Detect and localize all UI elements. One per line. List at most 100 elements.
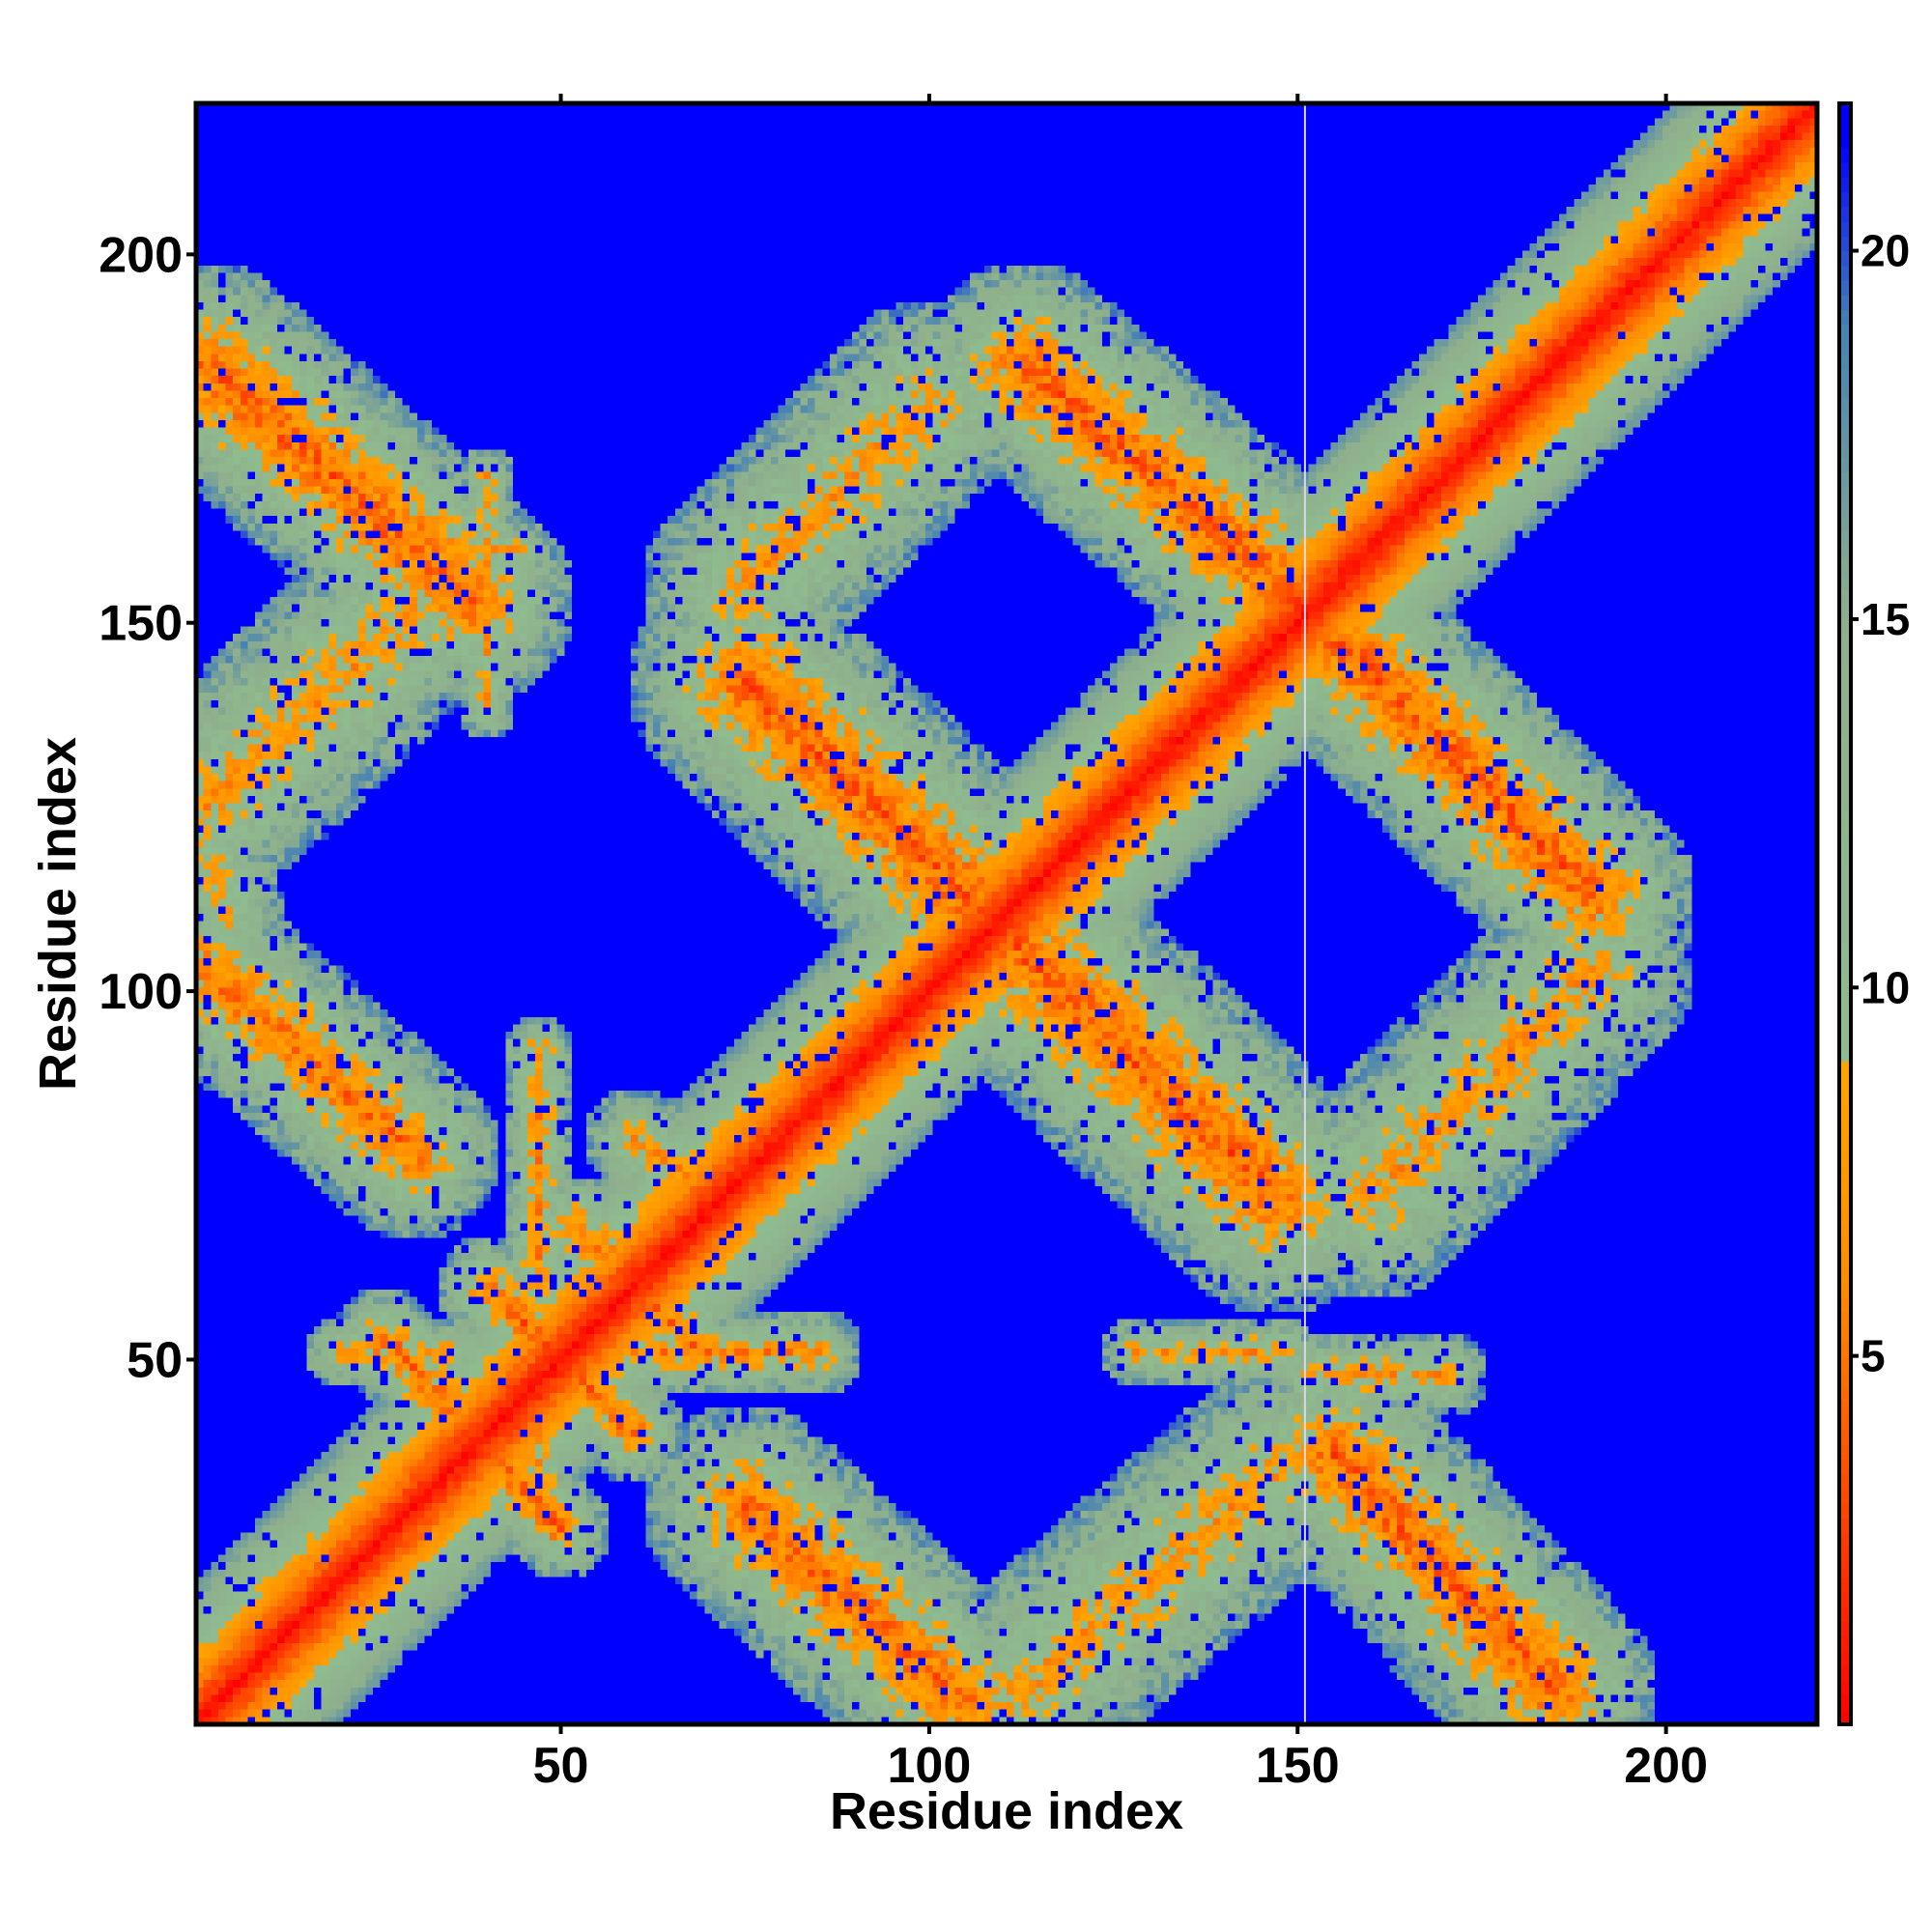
colorbar-segment: [1839, 1016, 1851, 1033]
x-axis-title: Residue index: [830, 1782, 1183, 1840]
x-tick-label: 50: [533, 1738, 589, 1794]
colorbar-tick-label: 5: [1861, 1331, 1886, 1381]
colorbar-segment: [1839, 118, 1851, 134]
colorbar-segment: [1839, 722, 1851, 738]
colorbar-segment: [1839, 575, 1851, 590]
colorbar-segment: [1839, 1208, 1851, 1224]
colorbar-segment: [1839, 825, 1851, 841]
colorbar-segment: [1839, 427, 1851, 443]
colorbar-segment: [1839, 1664, 1851, 1681]
y-tick-label: 100: [99, 964, 183, 1020]
colorbar-segment: [1839, 339, 1851, 355]
colorbar-segment: [1839, 1282, 1851, 1298]
colorbar-segment: [1839, 354, 1851, 370]
colorbar-segment: [1839, 103, 1851, 119]
x-tick-label: 200: [1624, 1738, 1708, 1794]
colorbar-segment: [1839, 663, 1851, 679]
y-axis: 50 100 150 200: [99, 227, 196, 1388]
colorbar-segment: [1839, 221, 1851, 237]
colorbar-segment: [1839, 766, 1851, 782]
colorbar-segment: [1839, 795, 1851, 811]
colorbar-segment: [1839, 943, 1851, 959]
colorbar-segment: [1839, 1400, 1851, 1416]
colorbar-segment: [1839, 987, 1851, 1004]
colorbar-segment: [1839, 1547, 1851, 1563]
colorbar-segment: [1839, 1488, 1851, 1504]
y-tick-label: 150: [99, 596, 183, 652]
colorbar-segment: [1839, 1179, 1851, 1195]
plot-frame: [193, 100, 1820, 1727]
x-tick-label: 100: [888, 1738, 972, 1794]
colorbar-segment: [1839, 1694, 1851, 1711]
colorbar-segment: [1839, 752, 1851, 768]
colorbar-segment: [1839, 839, 1851, 856]
colorbar-segment: [1839, 1621, 1851, 1637]
colorbar-segment: [1839, 516, 1851, 531]
colorbar-segment: [1839, 177, 1851, 193]
colorbar-segment: [1839, 471, 1851, 488]
colorbar-segment: [1839, 457, 1851, 472]
colorbar-segment: [1839, 1002, 1851, 1018]
colorbar-segment: [1839, 398, 1851, 413]
colorbar-segment: [1839, 1046, 1851, 1063]
colorbar-segment: [1839, 914, 1851, 929]
colorbar-segment: [1839, 736, 1851, 753]
colorbar-segment: [1839, 147, 1851, 163]
heatmap-image: [196, 103, 1817, 1724]
colorbar-segment: [1839, 1635, 1851, 1652]
colorbar-segment: [1839, 132, 1851, 149]
colorbar-segment: [1839, 707, 1851, 724]
colorbar-segment: [1839, 500, 1851, 517]
colorbar-segment: [1839, 618, 1851, 635]
colorbar-segment: [1839, 884, 1851, 900]
colorbar-segment: [1839, 1341, 1851, 1357]
colorbar-segment: [1839, 206, 1851, 222]
colorbar-segment: [1839, 1223, 1851, 1239]
colorbar-segment: [1839, 1429, 1851, 1445]
colorbar-segment: [1839, 412, 1851, 429]
colorbar-segment: [1839, 265, 1851, 281]
colorbar-segment: [1839, 973, 1851, 988]
colorbar-segment: [1839, 486, 1851, 502]
colorbar-segment: [1839, 677, 1851, 694]
colorbar-segment: [1839, 854, 1851, 870]
colorbar-segment: [1839, 1075, 1851, 1092]
colorbar-segment: [1839, 162, 1851, 178]
colorbar-segment: [1839, 1193, 1851, 1209]
x-axis: 50 100 150 200: [533, 94, 1708, 1794]
colorbar-segment: [1839, 368, 1851, 384]
colorbar-frame: [1837, 101, 1853, 1726]
heatmap-plot-area: [196, 103, 1817, 1724]
colorbar-segment: [1839, 1164, 1851, 1180]
colorbar-segment: [1839, 1091, 1851, 1106]
colorbar-segment: [1839, 1385, 1851, 1401]
colorbar-segment: [1839, 648, 1851, 665]
colorbar-segment: [1839, 898, 1851, 915]
colorbar-segment: [1839, 604, 1851, 620]
colorbar-tick-label: 15: [1861, 594, 1910, 644]
colorbar-segment: [1839, 1473, 1851, 1490]
colorbar-segment: [1839, 1134, 1851, 1151]
colorbar-segment: [1839, 295, 1851, 311]
colorbar-segment: [1839, 634, 1851, 650]
colorbar-segment: [1839, 957, 1851, 974]
colorbar-segment: [1839, 869, 1851, 886]
colorbar-segment: [1839, 324, 1851, 340]
colorbar-segment: [1839, 1709, 1851, 1725]
colorbar-segment: [1839, 1444, 1851, 1461]
colorbar-segment: [1839, 559, 1851, 576]
colorbar-segment: [1839, 589, 1851, 606]
colorbar-segment: [1839, 1355, 1851, 1372]
colorbar-segment: [1839, 1562, 1851, 1578]
colorbar-segment: [1839, 781, 1851, 797]
colorbar: 5 10 15 20: [1837, 101, 1910, 1726]
colorbar-segment: [1839, 545, 1851, 561]
colorbar-segment: [1839, 441, 1851, 458]
colorbar-segment: [1839, 1326, 1851, 1342]
colorbar-segment: [1839, 1370, 1851, 1386]
colorbar-segment: [1839, 530, 1851, 547]
x-tick-label: 150: [1256, 1738, 1340, 1794]
colorbar-segment: [1839, 1252, 1851, 1268]
colorbar-segment: [1839, 1061, 1851, 1077]
colorbar-segment: [1839, 928, 1851, 945]
